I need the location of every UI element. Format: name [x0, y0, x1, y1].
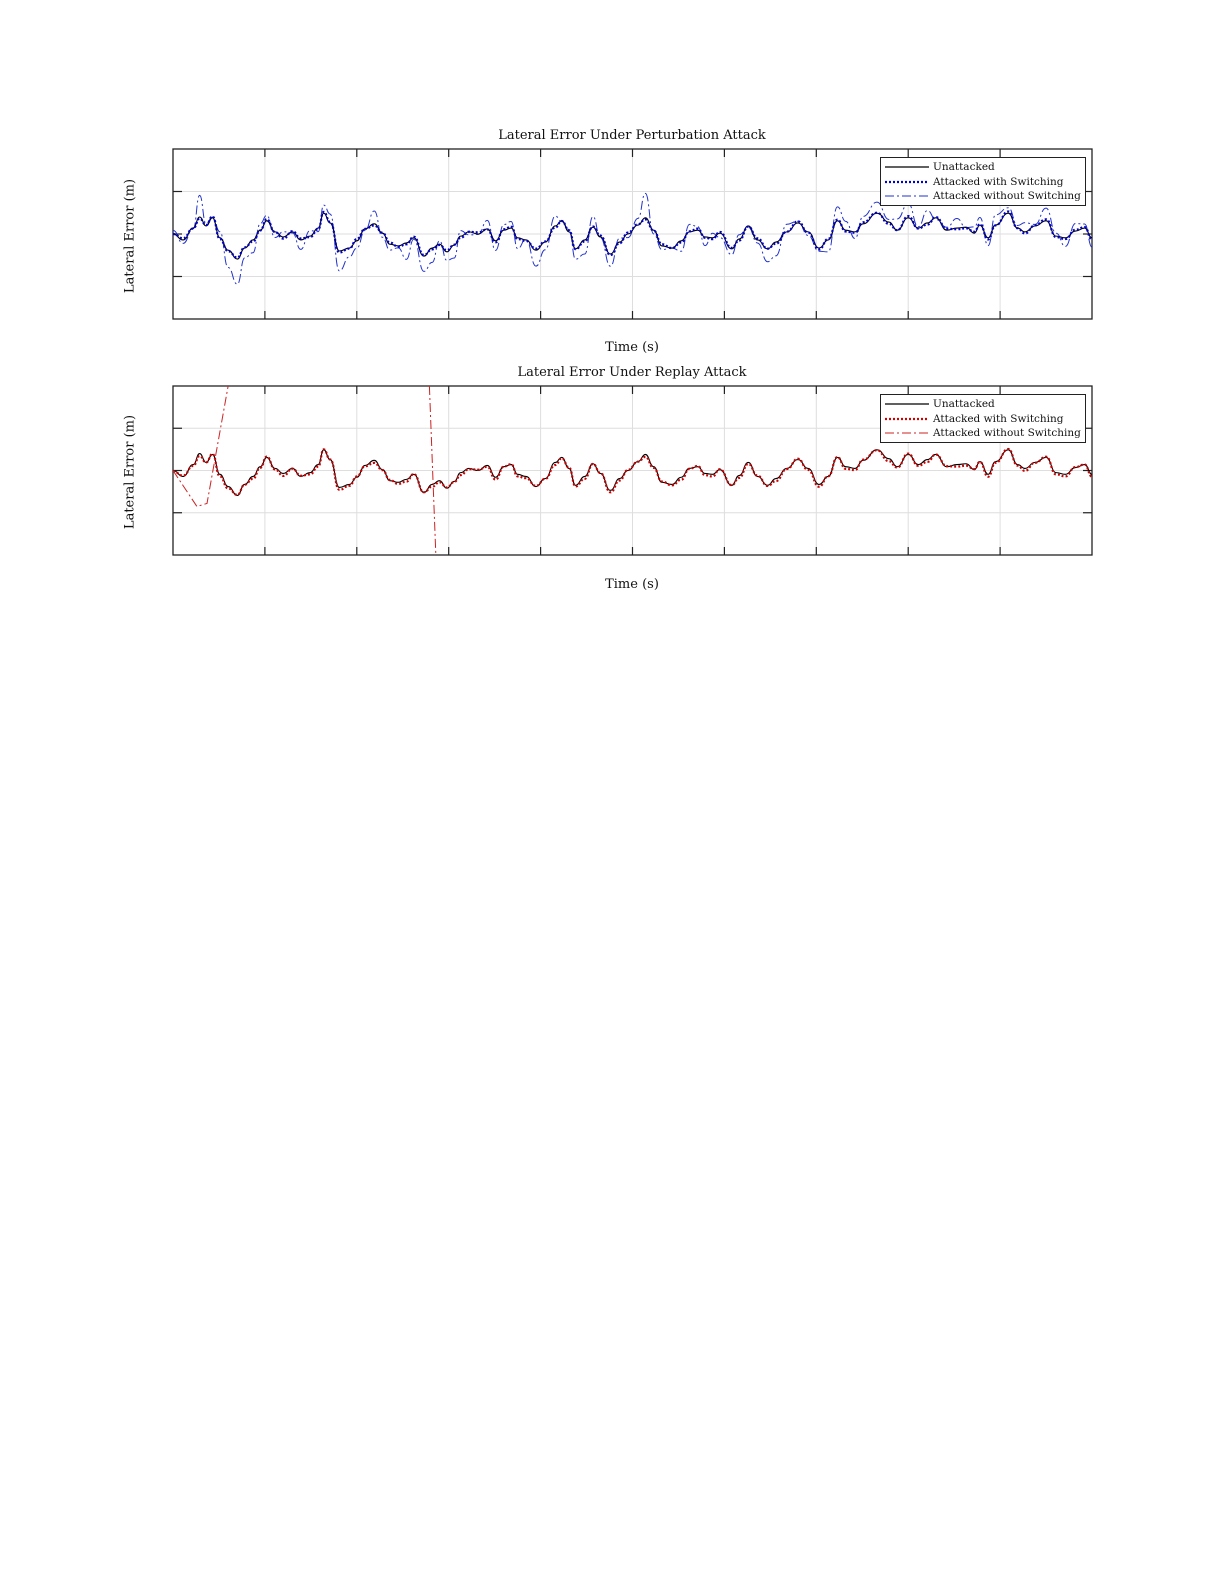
legend-item-with-switching: Attacked with Switching [885, 412, 1081, 427]
legend-item-with-switching: Attacked with Switching [885, 175, 1081, 190]
chart-title-replay: Lateral Error Under Replay Attack [517, 365, 747, 380]
x-axis-label-replay: Time (s) [605, 577, 659, 592]
chart-title-perturbation: Lateral Error Under Perturbation Attack [498, 128, 766, 143]
plot-area-perturbation [172, 148, 1093, 320]
dash-dot-line-icon [885, 195, 929, 197]
legend-item-without-switching: Attacked without Switching [885, 426, 1081, 441]
legend-item-without-switching: Attacked without Switching [885, 189, 1081, 204]
legend-item-unattacked: Unattacked [885, 160, 1081, 175]
dash-dot-line-icon [885, 432, 929, 434]
legend-replay: Unattacked Attacked with Switching Attac… [880, 394, 1086, 443]
series-attacked-without-switching [173, 386, 229, 507]
figure: Lateral Error Under Perturbation Attack … [0, 0, 1225, 620]
legend-item-unattacked: Unattacked [885, 397, 1081, 412]
dotted-line-icon [885, 417, 929, 420]
series-attacked-without-switching [428, 386, 437, 555]
dotted-line-icon [885, 180, 929, 183]
series-attacked-with-switching [173, 210, 1092, 259]
series-attacked-with-switching [173, 447, 1092, 496]
x-axis-label-perturbation: Time (s) [605, 340, 659, 355]
plot-area-replay [172, 385, 1093, 556]
legend-perturbation: Unattacked Attacked with Switching Attac… [880, 157, 1086, 206]
solid-line-icon [885, 166, 929, 168]
solid-line-icon [885, 403, 929, 405]
series-unattacked [173, 212, 1092, 260]
